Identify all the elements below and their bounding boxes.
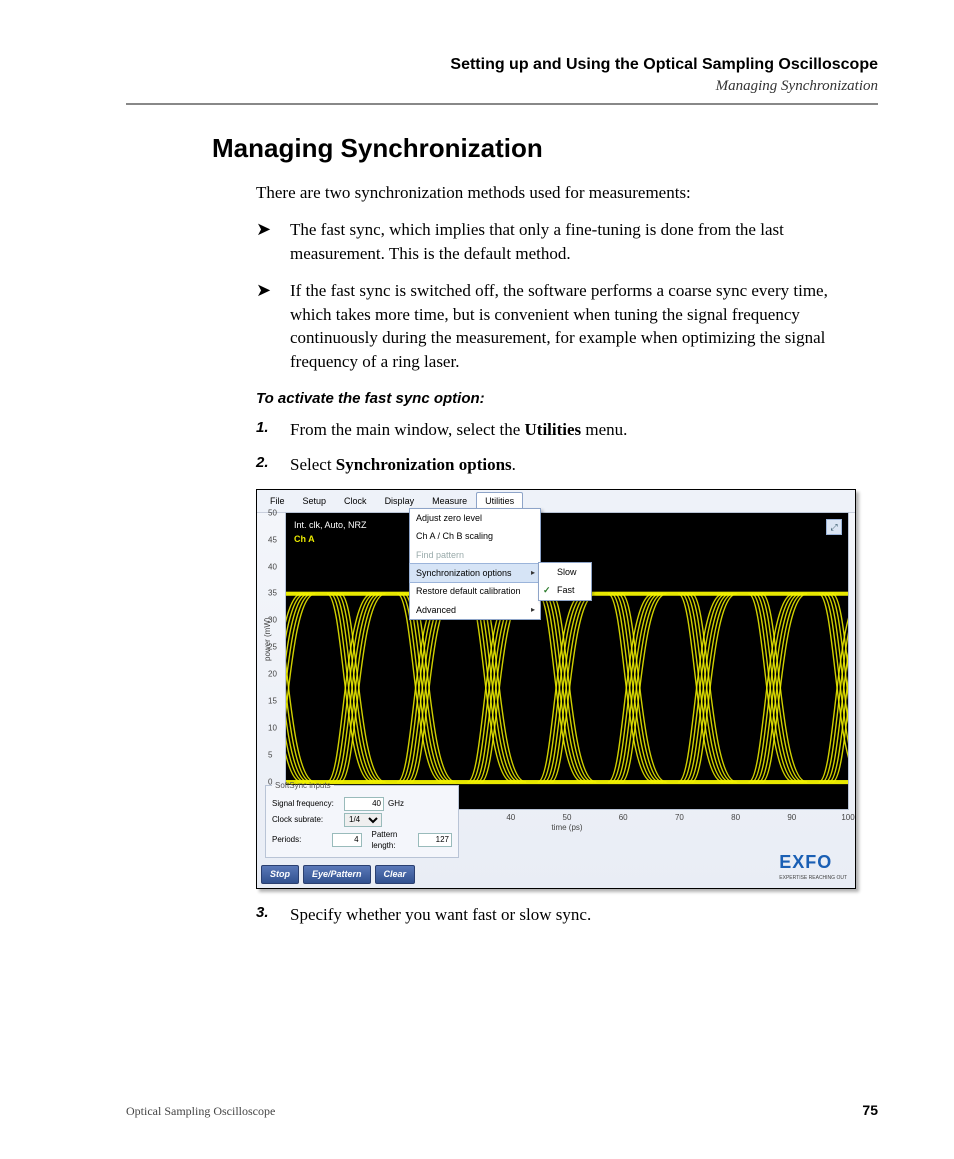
bullet-text: The fast sync, which implies that only a… xyxy=(290,220,784,262)
periods-label: Periods: xyxy=(272,834,328,845)
submenu-fast[interactable]: Fast xyxy=(539,581,591,599)
header-section: Managing Synchronization xyxy=(126,78,878,95)
menu-bar: File Setup Clock Display Measure Utiliti… xyxy=(257,490,855,513)
step-text: From the main window, select the Utiliti… xyxy=(290,420,627,439)
utilities-dropdown: Adjust zero level Ch A / Ch B scaling Fi… xyxy=(409,508,541,620)
page-number: 75 xyxy=(862,1102,878,1118)
chart-area: ⤢ Int. clk, Auto, NRZCh Apower (mW)time … xyxy=(285,512,849,810)
bullet-text: If the fast sync is switched off, the so… xyxy=(290,281,828,370)
dropdown-item-disabled: Find pattern xyxy=(410,546,540,564)
steps-list: 1. From the main window, select the Util… xyxy=(256,418,870,477)
signal-freq-input[interactable] xyxy=(344,797,384,811)
step-text: Select Synchronization options. xyxy=(290,455,516,474)
intro-text: There are two synchronization methods us… xyxy=(256,181,870,204)
clear-button[interactable]: Clear xyxy=(375,865,416,883)
step-number: 2. xyxy=(256,453,269,474)
stop-button[interactable]: Stop xyxy=(261,865,299,883)
header-rule xyxy=(126,103,878,105)
step-item: 3. Specify whether you want fast or slow… xyxy=(256,903,870,926)
dropdown-item-sync[interactable]: Synchronization options xyxy=(409,563,541,583)
softsync-panel: SoftSync inputs Signal frequency: GHz Cl… xyxy=(265,780,459,858)
eye-pattern-button[interactable]: Eye/Pattern xyxy=(303,865,371,883)
submenu-slow[interactable]: Slow xyxy=(539,563,591,581)
app-screenshot: File Setup Clock Display Measure Utiliti… xyxy=(256,489,856,889)
signal-freq-label: Signal frequency: xyxy=(272,798,340,809)
clock-subrate-label: Clock subrate: xyxy=(272,814,340,825)
clock-subrate-select[interactable]: 1/4 xyxy=(344,813,382,827)
section-heading: Managing Synchronization xyxy=(212,133,878,164)
button-bar: Stop Eye/Pattern Clear xyxy=(261,865,415,883)
menu-setup[interactable]: Setup xyxy=(294,492,336,510)
step-number: 1. xyxy=(256,418,269,439)
pattern-len-input[interactable] xyxy=(418,833,452,847)
step-text: Specify whether you want fast or slow sy… xyxy=(290,905,591,924)
list-item: ➤ The fast sync, which implies that only … xyxy=(256,218,870,265)
arrow-icon: ➤ xyxy=(256,220,271,238)
bullet-list: ➤ The fast sync, which implies that only … xyxy=(256,218,870,373)
step-number: 3. xyxy=(256,903,269,924)
steps-list-cont: 3. Specify whether you want fast or slow… xyxy=(256,903,870,926)
step-item: 1. From the main window, select the Util… xyxy=(256,418,870,441)
page-footer: Optical Sampling Oscilloscope 75 xyxy=(126,1102,878,1119)
footer-title: Optical Sampling Oscilloscope xyxy=(126,1104,275,1119)
pattern-len-label: Pattern length: xyxy=(372,829,414,851)
periods-input[interactable] xyxy=(332,833,362,847)
sync-submenu: Slow Fast xyxy=(538,562,592,601)
menu-file[interactable]: File xyxy=(261,492,294,510)
dropdown-item[interactable]: Restore default calibration xyxy=(410,582,540,600)
exfo-logo: EXFO EXPERTISE REACHING OUT xyxy=(779,850,847,882)
dropdown-item[interactable]: Ch A / Ch B scaling xyxy=(410,527,540,545)
header-chapter: Setting up and Using the Optical Samplin… xyxy=(126,56,878,74)
step-item: 2. Select Synchronization options. xyxy=(256,453,870,476)
dropdown-item[interactable]: Adjust zero level xyxy=(410,509,540,527)
menu-clock[interactable]: Clock xyxy=(335,492,376,510)
arrow-icon: ➤ xyxy=(256,281,271,299)
expand-icon[interactable]: ⤢ xyxy=(826,519,842,535)
signal-freq-unit: GHz xyxy=(388,798,404,809)
softsync-legend: SoftSync inputs xyxy=(272,780,334,791)
list-item: ➤ If the fast sync is switched off, the s… xyxy=(256,279,870,373)
dropdown-item[interactable]: Advanced xyxy=(410,601,540,619)
task-heading: To activate the fast sync option: xyxy=(256,389,870,410)
